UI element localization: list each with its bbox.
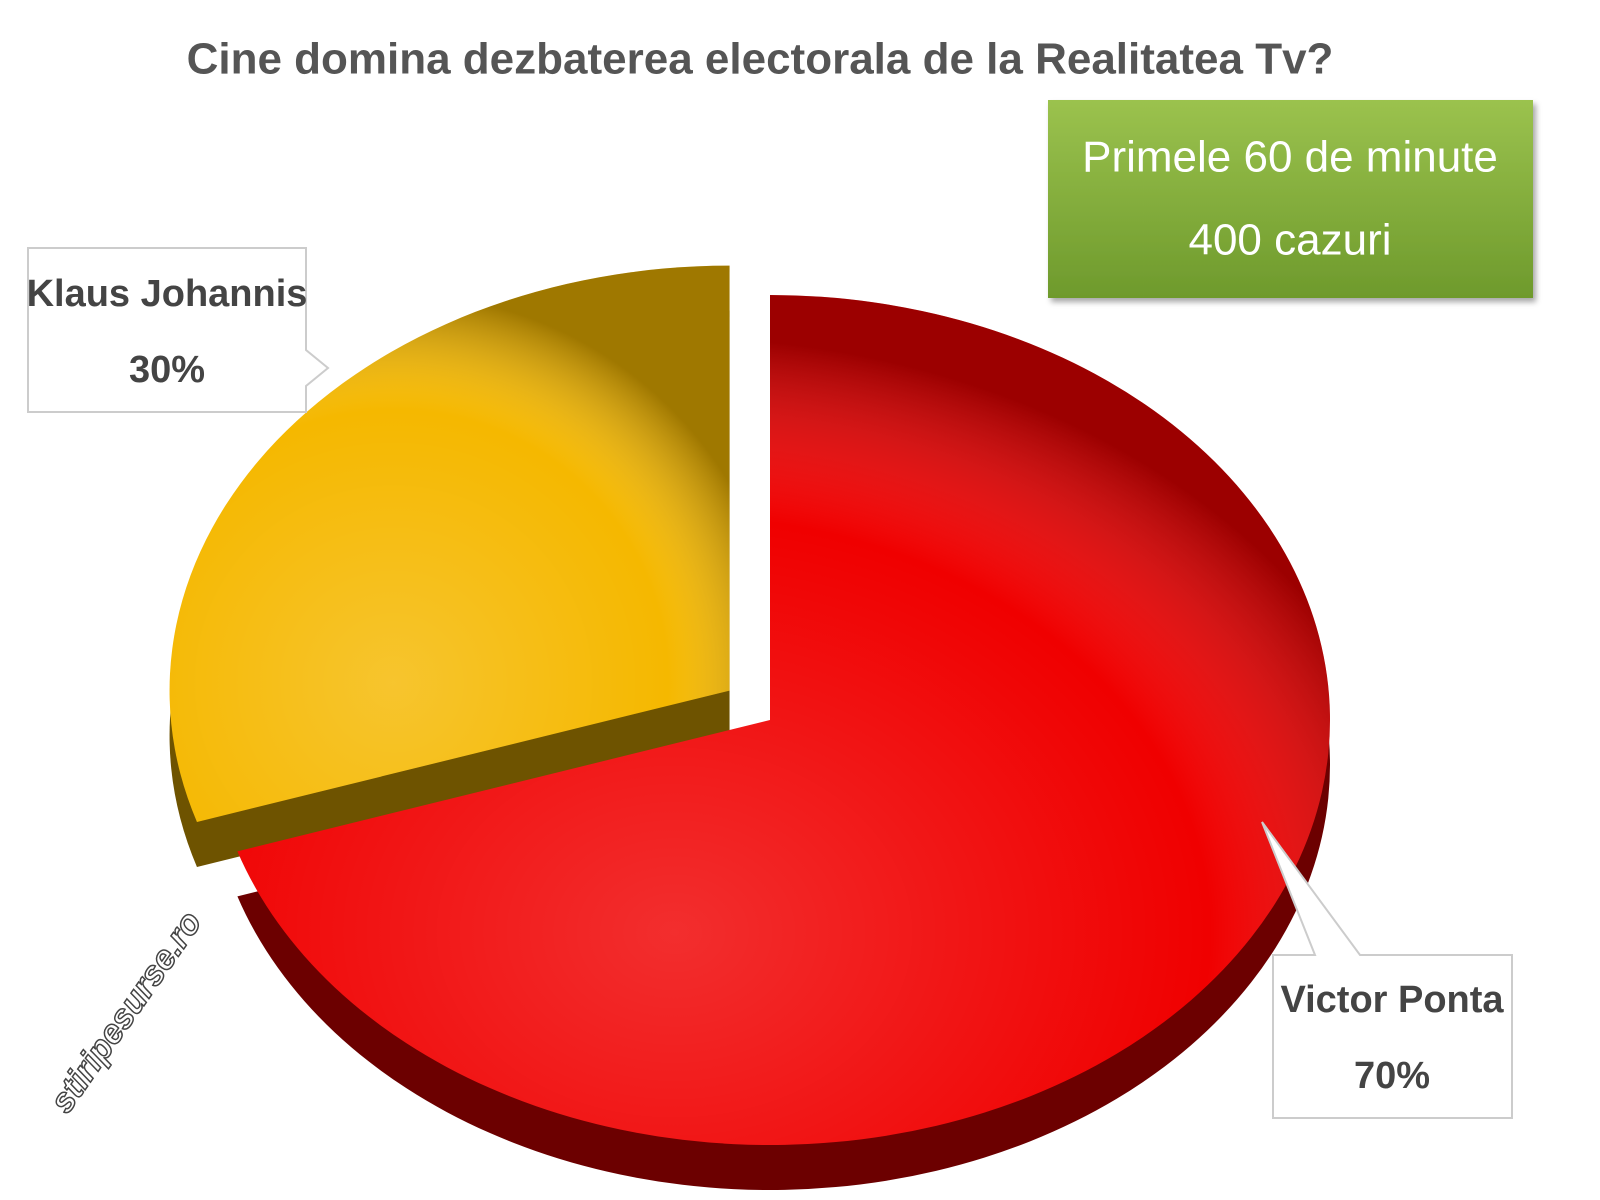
pie	[169, 265, 1331, 1190]
slice-shine	[169, 265, 730, 822]
watermark: stiripesurse.ro	[43, 904, 210, 1119]
annotation: Primele 60 de minute	[1082, 133, 1498, 182]
slice-shine	[237, 295, 1331, 1145]
annotation-box	[1048, 100, 1533, 298]
callout-box	[27, 247, 330, 413]
slice-label: Klaus Johannis	[27, 273, 308, 315]
value-label: 30%	[129, 349, 205, 391]
slice-label: Victor Ponta	[1280, 979, 1504, 1021]
callout-box	[1261, 821, 1513, 1119]
chart-title: Cine domina dezbaterea electorala de la …	[187, 35, 1334, 84]
annotation: 400 cazuri	[1188, 216, 1391, 265]
value-label: 70%	[1354, 1055, 1430, 1097]
